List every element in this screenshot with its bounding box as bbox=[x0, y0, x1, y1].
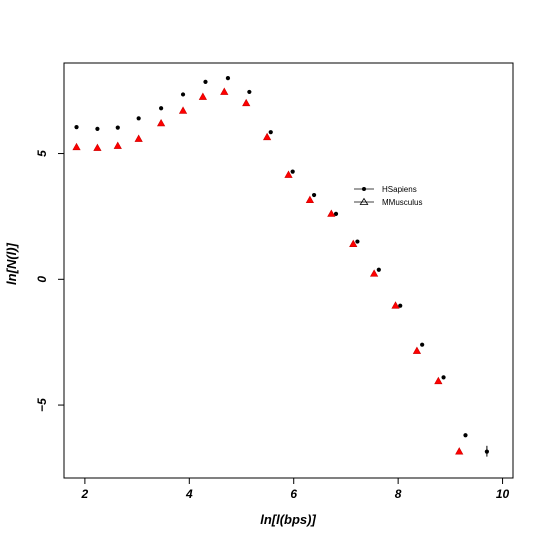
mmusculus-point bbox=[434, 376, 443, 385]
hsapiens-point bbox=[420, 342, 425, 347]
x-tick-label: 4 bbox=[185, 487, 193, 501]
y-axis-ticks: −5 0 5 bbox=[35, 150, 64, 412]
hsapiens-point bbox=[376, 267, 381, 272]
x-tick-label: 6 bbox=[290, 487, 297, 501]
mmusculus-point bbox=[156, 118, 166, 127]
hsapiens-point bbox=[225, 75, 231, 81]
hsapiens-point bbox=[311, 192, 317, 198]
hsapiens-point bbox=[115, 125, 120, 130]
mmusculus-point bbox=[370, 269, 379, 277]
mmusculus-point bbox=[391, 301, 400, 309]
hsapiens-point bbox=[74, 125, 79, 130]
mmusculus-point bbox=[178, 106, 188, 114]
y-tick-label: 0 bbox=[35, 276, 49, 283]
plot-frame bbox=[63, 62, 514, 479]
hsapiens-point bbox=[247, 89, 252, 95]
x-tick-label: 8 bbox=[395, 487, 402, 501]
hsapiens-point bbox=[268, 130, 273, 135]
mmusculus-point bbox=[72, 142, 81, 151]
mmusculus-point bbox=[198, 92, 207, 100]
legend-label-mmusculus: MMusculus bbox=[382, 198, 422, 207]
y-tick-label: −5 bbox=[35, 398, 49, 412]
legend-marker-mmusculus bbox=[359, 197, 369, 205]
y-tick-label: 5 bbox=[35, 150, 49, 157]
mmusculus-point bbox=[220, 87, 229, 95]
mmusculus-point bbox=[93, 143, 102, 151]
mmusculus-point bbox=[113, 141, 122, 149]
mmusculus-point bbox=[455, 447, 464, 455]
hsapiens-point bbox=[95, 126, 100, 131]
data-points bbox=[72, 75, 489, 455]
x-tick-label: 10 bbox=[496, 487, 510, 501]
hsapiens-point bbox=[441, 375, 446, 380]
mmusculus-point bbox=[262, 132, 272, 141]
hsapiens-point bbox=[180, 92, 186, 97]
hsapiens-point bbox=[136, 116, 141, 121]
hsapiens-point bbox=[398, 303, 403, 308]
mmusculus-point bbox=[349, 239, 358, 247]
x-tick-label: 2 bbox=[81, 487, 89, 501]
mmusculus-point bbox=[305, 195, 315, 203]
hsapiens-point bbox=[290, 169, 295, 174]
y-axis-label: ln[N(l)] bbox=[4, 242, 19, 285]
hsapiens-point bbox=[355, 239, 360, 244]
mmusculus-point bbox=[284, 170, 293, 178]
mmusculus-point bbox=[327, 209, 336, 217]
hsapiens-point bbox=[484, 449, 489, 454]
hsapiens-point bbox=[203, 79, 208, 84]
mmusculus-point bbox=[412, 346, 422, 354]
hsapiens-point bbox=[159, 106, 164, 111]
legend: HSapiens MMusculus bbox=[354, 185, 422, 207]
x-axis-label: ln[l(bps)] bbox=[260, 512, 316, 527]
hsapiens-point bbox=[333, 211, 339, 217]
x-axis-ticks: 2 4 6 8 10 bbox=[81, 478, 510, 501]
mmusculus-point bbox=[134, 134, 143, 142]
hsapiens-point bbox=[463, 433, 468, 438]
legend-marker-hsapiens bbox=[362, 187, 366, 191]
legend-label-hsapiens: HSapiens bbox=[382, 185, 417, 194]
mmusculus-point bbox=[242, 98, 251, 107]
